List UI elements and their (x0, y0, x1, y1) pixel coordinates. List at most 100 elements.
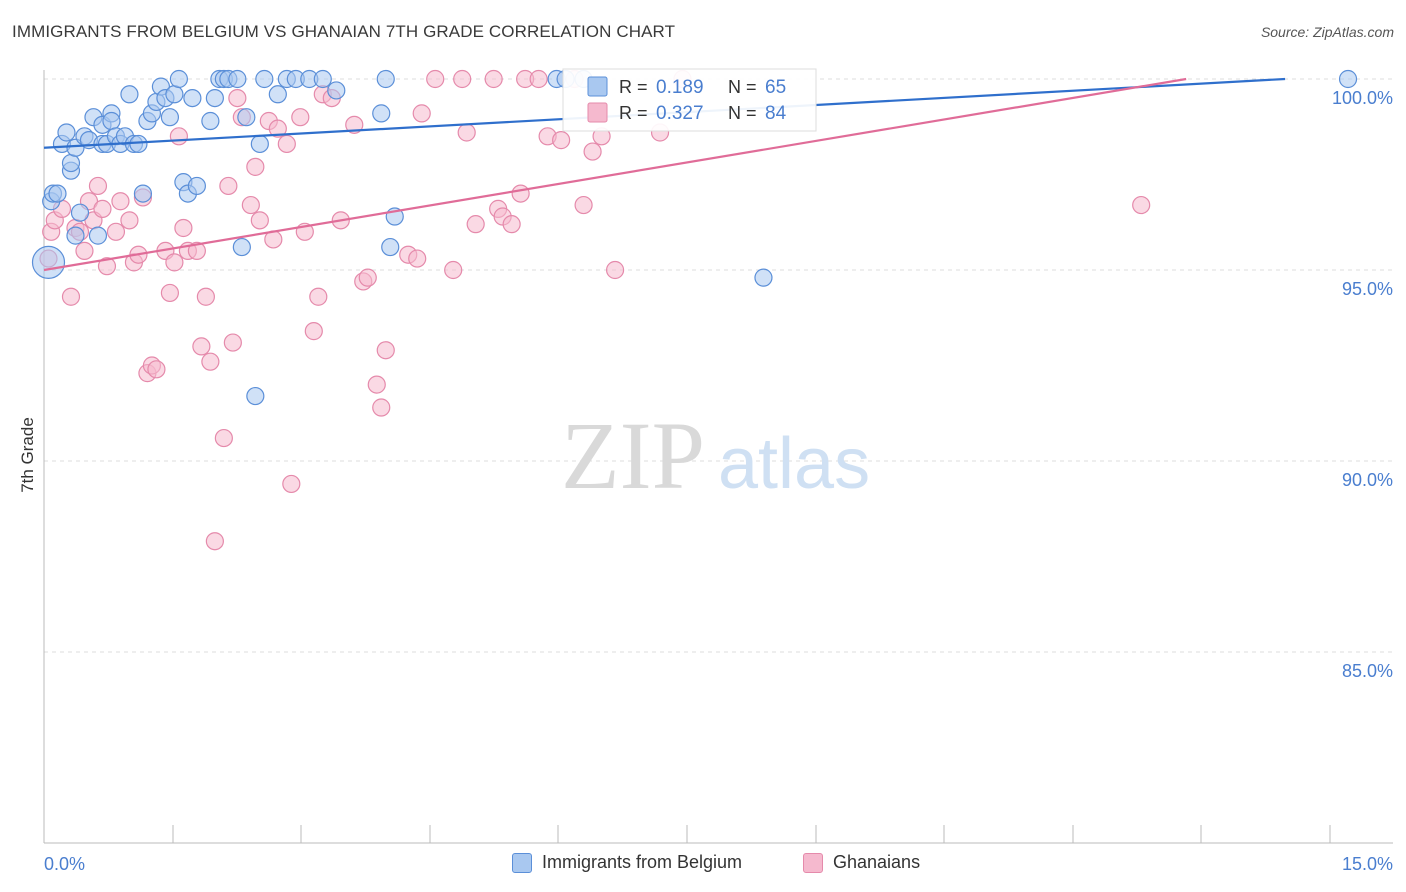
belgium-point (61, 153, 81, 173)
legend-label-ghanaians: Ghanaians (833, 852, 921, 872)
ghanaians-point (376, 341, 395, 360)
ghanaians-point (120, 211, 139, 230)
gridlines (44, 78, 1393, 653)
ghanaians-point (408, 249, 427, 268)
ghanaians-point (228, 88, 247, 108)
legend: Immigrants from Belgium Ghanaians (0, 848, 1406, 882)
belgium-point (120, 85, 139, 104)
belgium-point (70, 203, 90, 222)
ghanaians-point (75, 241, 94, 260)
stats-r-label: R = (619, 103, 648, 123)
belgium-point (57, 123, 76, 142)
ghanaians-point (201, 352, 220, 371)
ghanaians-points (39, 69, 1151, 551)
tick-labels: 100.0% 95.0% 90.0% 85.0% 0.0% 15.0% (44, 88, 1393, 874)
belgium-point (372, 104, 391, 123)
belgium-point (228, 69, 247, 89)
ghanaians-point (412, 104, 431, 123)
ghanaians-point (372, 398, 391, 417)
ghanaians-point (187, 241, 206, 260)
ghanaians-point (192, 337, 211, 356)
belgium-point (183, 88, 202, 108)
ghanaians-point (219, 176, 238, 196)
ghanaians-point (205, 532, 224, 551)
ghanaians-point (605, 260, 625, 280)
ghanaians-point (111, 192, 130, 211)
belgium-point (313, 69, 332, 89)
ghanaians-point (246, 157, 265, 176)
watermark: ZIP atlas (561, 402, 870, 509)
belgium-point (246, 386, 265, 406)
ghanaians-point (282, 474, 301, 494)
ghanaians-point (511, 184, 530, 203)
ghanaians-point (552, 131, 571, 150)
belgium-point (31, 245, 66, 279)
ghanaians-point (367, 375, 386, 394)
belgium-point (327, 81, 346, 100)
legend-item-belgium[interactable]: Immigrants from Belgium (512, 852, 742, 873)
chart-title: IMMIGRANTS FROM BELGIUM VS GHANAIAN 7TH … (12, 22, 676, 41)
belgium-point (268, 85, 287, 104)
ghanaians-point (358, 268, 377, 287)
belgium-point (88, 226, 108, 245)
ghanaians-point (241, 195, 260, 215)
stats-legend-box: R = 0.189 N = 65 R = 0.327 N = 84 (562, 68, 817, 132)
source-label: Source: ZipAtlas.com (1260, 24, 1394, 40)
stats-n-label: N = (728, 77, 757, 97)
ghanaians-point (426, 69, 445, 89)
ghanaians-point (304, 322, 323, 341)
ghanaians-point (97, 257, 117, 276)
watermark-zip: ZIP (561, 402, 705, 509)
y-tick-label: 85.0% (1342, 661, 1393, 681)
belgium-point (255, 69, 274, 89)
belgium-point (187, 176, 206, 196)
belgium-point (232, 237, 251, 257)
ghanaians-point (268, 119, 287, 138)
belgium-point (160, 108, 180, 127)
ghanaians-point (196, 287, 215, 306)
legend-item-ghanaians[interactable]: Ghanaians (803, 852, 920, 873)
ghanaians-point (1132, 195, 1151, 215)
ghanaians-point (453, 69, 472, 89)
ghanaians-trend-line (43, 77, 1187, 272)
x-tick-label: 0.0% (44, 854, 85, 874)
ghanaians-point (106, 222, 126, 241)
stats-swatch (587, 102, 608, 123)
ghanaians-point (223, 333, 242, 352)
y-tick-label: 95.0% (1342, 279, 1393, 299)
belgium-point (169, 69, 188, 89)
ghanaians-point (250, 211, 269, 230)
stats-r-label: R = (619, 77, 648, 97)
belgium-point (376, 69, 395, 89)
y-tick-label: 90.0% (1342, 470, 1393, 490)
ghanaians-point (291, 108, 310, 127)
ghanaians-point (174, 218, 193, 238)
ghanaians-point (61, 287, 81, 306)
belgium-point (201, 111, 220, 131)
ghanaians-point (169, 127, 188, 146)
belgium-point (102, 111, 121, 131)
ghanaians-point (309, 287, 328, 306)
ghanaians-point (147, 360, 166, 379)
ghanaians-point (165, 253, 184, 272)
x-tick-label: 15.0% (1342, 854, 1393, 874)
belgium-point (754, 268, 773, 287)
ghanaians-point (160, 283, 180, 303)
belgium-point (133, 184, 153, 203)
belgium-point (48, 184, 67, 203)
belgium-point (165, 85, 184, 104)
ghanaians-point (345, 115, 364, 134)
ghanaians-point (466, 215, 485, 234)
ghanaians-point (214, 428, 233, 448)
ghanaians-point (529, 69, 548, 89)
stats-swatch (587, 76, 608, 97)
ghanaians-point (484, 69, 503, 89)
watermark-atlas: atlas (718, 424, 870, 504)
ghanaians-point (277, 134, 296, 154)
ghanaians-point (457, 123, 476, 142)
legend-swatch-belgium (512, 852, 532, 873)
stats-n-label: N = (728, 103, 757, 123)
belgium-point (381, 237, 400, 257)
legend-label-belgium: Immigrants from Belgium (542, 852, 743, 872)
